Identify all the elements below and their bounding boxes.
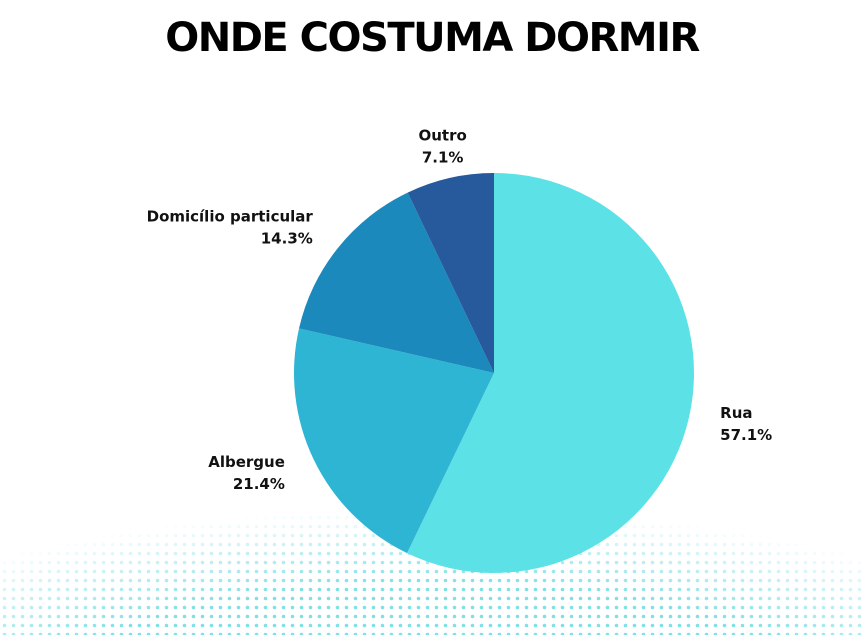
pie-slice: [299, 192, 494, 373]
slice-label: Albergue: [208, 453, 285, 471]
chart-title: ONDE COSTUMA DORMIR: [165, 15, 699, 61]
slice-label: Domicílio particular: [147, 208, 314, 226]
slice-value-label: 7.1%: [422, 148, 464, 166]
slice-value-label: 21.4%: [233, 475, 285, 493]
pie-slice: [293, 328, 494, 554]
slice-value-label: 57.1%: [720, 426, 772, 444]
slice-label: Rua: [720, 404, 752, 422]
slice-value-label: 14.3%: [261, 230, 313, 248]
slice-label: Outro: [418, 126, 466, 144]
pie-slice: [407, 173, 694, 573]
pie-slice: [407, 173, 494, 373]
